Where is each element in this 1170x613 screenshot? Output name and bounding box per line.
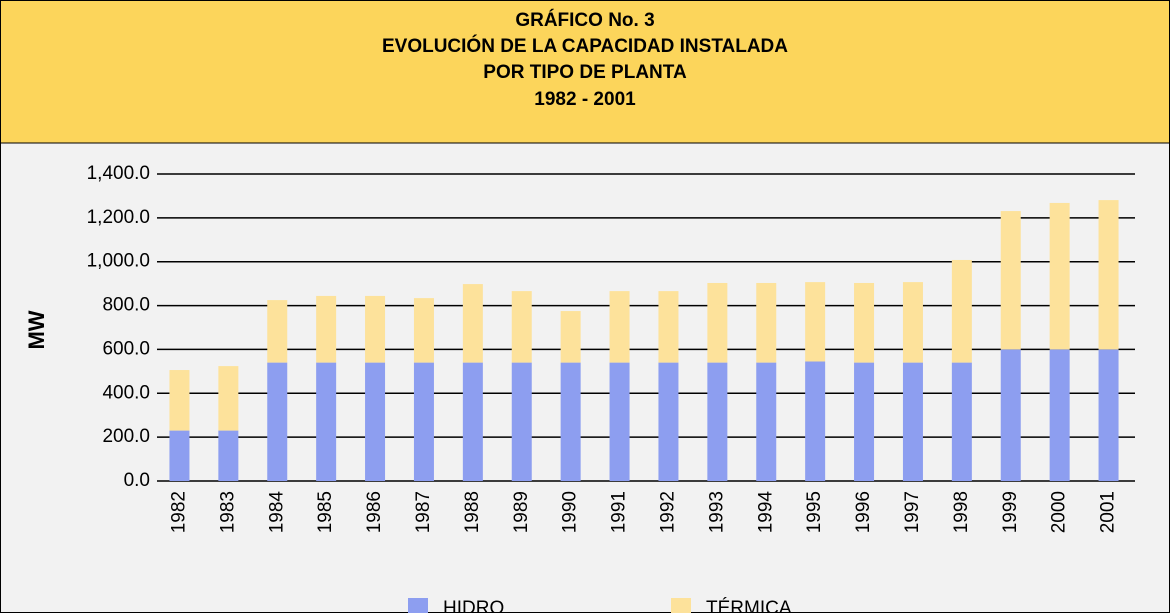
- x-tick-label: 1985: [315, 491, 336, 533]
- title-line: EVOLUCIÓN DE LA CAPACIDAD INSTALADA: [382, 35, 788, 57]
- y-tick-label: 0.0: [124, 470, 150, 491]
- x-tick-label: 1994: [755, 491, 776, 534]
- bar-segment: [560, 311, 581, 363]
- bar-segment: [1000, 349, 1021, 481]
- bar-segment: [609, 362, 630, 481]
- y-tick-label: 200.0: [102, 426, 150, 447]
- bar-segment: [462, 362, 483, 481]
- x-tick-label: 2000: [1049, 491, 1070, 533]
- bar-segment: [1049, 202, 1070, 350]
- legend-label: TÉRMICA: [706, 598, 792, 613]
- bar-segment: [707, 282, 728, 363]
- x-tick-label: 1993: [706, 491, 727, 533]
- bar-segment: [316, 362, 337, 481]
- bar-segment: [1098, 349, 1119, 481]
- legend-swatch: [671, 598, 691, 613]
- title-line: POR TIPO DE PLANTA: [483, 62, 687, 83]
- bar-segment: [658, 362, 679, 481]
- y-tick-label: 600.0: [102, 338, 150, 359]
- bar-segment: [609, 291, 630, 363]
- y-axis-label: MW: [24, 310, 49, 349]
- x-tick-label: 2001: [1098, 491, 1119, 533]
- x-tick-label: 1991: [609, 491, 630, 533]
- bar-segment: [365, 295, 386, 363]
- bar-segment: [169, 430, 190, 481]
- bar-segment: [267, 362, 288, 481]
- y-tick-label: 800.0: [102, 295, 150, 316]
- y-tick-label: 1,000.0: [87, 251, 150, 272]
- y-tick-label: 1,400.0: [87, 163, 150, 184]
- title-line: 1982 - 2001: [534, 89, 636, 110]
- bar-segment: [805, 361, 826, 481]
- bar-segment: [511, 291, 532, 363]
- x-tick-label: 1997: [902, 491, 923, 533]
- bar-segment: [218, 430, 239, 481]
- bar-segment: [902, 282, 923, 363]
- bar-segment: [267, 300, 288, 363]
- bar-segment: [658, 291, 679, 363]
- bar-segment: [951, 259, 972, 363]
- bar-segment: [756, 362, 777, 481]
- x-tick-label: 1986: [364, 491, 385, 533]
- x-tick-label: 1999: [1000, 491, 1021, 533]
- bar-segment: [902, 362, 923, 481]
- x-tick-label: 1984: [266, 491, 287, 534]
- header: [0, 0, 1170, 143]
- y-tick-label: 1,200.0: [87, 207, 150, 228]
- bar-segment: [1049, 349, 1070, 481]
- x-tick-label: 1998: [951, 491, 972, 533]
- title-line: GRÁFICO No. 3: [515, 9, 654, 31]
- x-tick-label: 1996: [853, 491, 874, 533]
- bar-segment: [413, 362, 434, 481]
- bar-segment: [365, 362, 386, 481]
- bar-segment: [854, 362, 875, 481]
- x-tick-label: 1992: [657, 491, 678, 533]
- bar-segment: [560, 362, 581, 481]
- bar-segment: [316, 295, 337, 363]
- y-tick-label: 400.0: [102, 382, 150, 403]
- bar-segment: [805, 282, 826, 362]
- bar-segment: [1098, 200, 1119, 350]
- x-tick-label: 1983: [217, 491, 238, 533]
- bar-segment: [1000, 211, 1021, 350]
- x-tick-label: 1989: [511, 491, 532, 533]
- bar-segment: [951, 362, 972, 481]
- bar-segment: [462, 284, 483, 363]
- bar-segment: [854, 282, 875, 363]
- bar-segment: [413, 298, 434, 363]
- bar-segment: [511, 362, 532, 481]
- x-tick-label: 1987: [413, 491, 434, 533]
- bar-segment: [707, 362, 728, 481]
- x-tick-label: 1988: [462, 491, 483, 533]
- x-tick-label: 1990: [560, 491, 581, 533]
- legend-swatch: [408, 598, 428, 613]
- bar-segment: [756, 282, 777, 363]
- legend-label: HIDRO: [443, 598, 504, 613]
- x-tick-label: 1982: [168, 491, 189, 533]
- x-tick-label: 1995: [804, 491, 825, 533]
- bar-segment: [218, 366, 239, 431]
- bar-segment: [169, 370, 190, 431]
